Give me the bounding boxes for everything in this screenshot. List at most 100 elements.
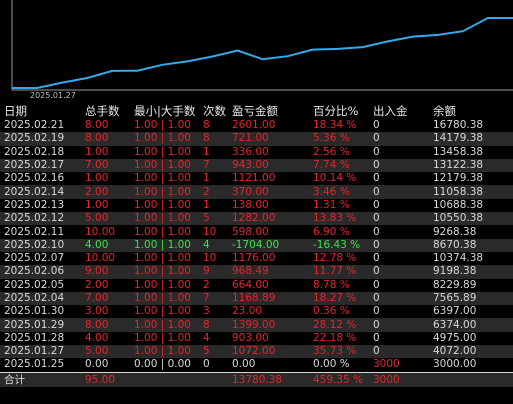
cell-percent: 22.18 % (309, 331, 369, 346)
cell-balance: 3000.00 (429, 358, 513, 373)
cell-min-max-lots: 1.00 | 1.00 (130, 225, 199, 239)
cell-count: 9 (199, 265, 228, 279)
cell-deposit-withdraw: 0 (369, 305, 429, 319)
table-header-row: 日期 总手数 最小|大手数 次数 盈亏金额 百分比% 出入金 余额 (0, 104, 513, 119)
cell-total-lots: 5.00 (81, 212, 130, 226)
cell-pnl: 903.00 (228, 331, 309, 346)
cell-percent: 35.73 % (309, 345, 369, 359)
cell-min-max-lots: 1.00 | 1.00 (130, 265, 199, 279)
cell-date: 2025.01.29 (0, 318, 81, 332)
cell-min-max-lots: 1.00 | 1.00 (130, 185, 199, 199)
cell-pnl: -1704.00 (228, 238, 309, 252)
cell-min-max-lots: 1.00 | 1.00 (130, 318, 199, 332)
cell-balance: 16780.38 (429, 119, 513, 133)
table-row[interactable]: 2025.01.27 5.00 1.00 | 1.00 5 1072.00 35.73 %… (0, 345, 513, 359)
cell-balance: 13122.38 (429, 158, 513, 173)
cell-date: 2025.02.12 (0, 212, 81, 226)
cell-count: 8 (199, 132, 228, 146)
cell-pnl: 664.00 (228, 278, 309, 292)
cell-deposit-withdraw: 0 (369, 331, 429, 346)
cell-total-lots: 1.00 (81, 172, 130, 186)
table-row[interactable]: 2025.02.06 9.00 1.00 | 1.00 9 968.49 11.77 % 0… (0, 265, 513, 279)
cell-min-max-lots: 1.00 | 1.00 (130, 305, 199, 319)
cell-date: 2025.01.28 (0, 331, 81, 346)
table-row[interactable]: 2025.02.05 2.00 1.00 | 1.00 2 664.00 8.78 % 0 8… (0, 278, 513, 292)
cell-count: 10 (199, 251, 228, 266)
cell-percent: -16.43 % (309, 238, 369, 252)
table-row[interactable]: 2025.02.04 7.00 1.00 | 1.00 7 1168.89 18.27 %… (0, 291, 513, 306)
cell-balance: 10550.38 (429, 212, 513, 226)
cell-pnl: 1399.00 (228, 318, 309, 332)
header-total-lots[interactable]: 总手数 (85, 104, 120, 118)
table-row[interactable]: 2025.01.28 4.00 1.00 | 1.00 4 903.00 22.18 % 0… (0, 331, 513, 346)
cell-min-max-lots: 1.00 | 1.00 (130, 172, 199, 186)
header-pnl[interactable]: 盈亏金额 (232, 104, 278, 118)
cell-count: 8 (199, 119, 228, 133)
cell-percent: 2.56 % (309, 145, 369, 159)
table-total-row: 合计 95.00 13780.38 459.35 % 3000 (0, 371, 513, 387)
table-row[interactable]: 2025.02.16 1.00 1.00 | 1.00 1 1121.00 10.14 %… (0, 172, 513, 186)
cell-count: 3 (199, 305, 228, 319)
cell-pnl: 1168.89 (228, 291, 309, 306)
cell-date: 2025.01.27 (0, 345, 81, 359)
cell-date: 2025.02.05 (0, 278, 81, 292)
header-balance[interactable]: 余额 (433, 104, 456, 118)
table-row[interactable]: 2025.02.07 10.00 1.00 | 1.00 10 1176.00 12.78… (0, 251, 513, 266)
cell-percent: 0.36 % (309, 305, 369, 319)
table-row[interactable]: 2025.02.19 8.00 1.00 | 1.00 8 721.00 5.36 % 0 1… (0, 132, 513, 146)
total-empty-2 (199, 371, 228, 387)
total-label: 合计 (0, 371, 81, 387)
cell-pnl: 1176.00 (228, 251, 309, 266)
header-min-max-lots[interactable]: 最小|大手数 (134, 104, 196, 118)
cell-balance: 4072.00 (429, 345, 513, 359)
cell-balance: 9198.38 (429, 265, 513, 279)
table-row[interactable]: 2025.01.30 3.00 1.00 | 1.00 3 23.00 0.36 % 0 63… (0, 305, 513, 319)
cell-min-max-lots: 1.00 | 1.00 (130, 158, 199, 173)
header-count[interactable]: 次数 (203, 104, 226, 118)
cell-count: 4 (199, 238, 228, 252)
table-row[interactable]: 2025.02.18 1.00 1.00 | 1.00 1 336.00 2.56 % 0 1… (0, 145, 513, 159)
cell-total-lots: 8.00 (81, 119, 130, 133)
header-deposit-withdraw[interactable]: 出入金 (373, 104, 408, 118)
cell-balance: 13458.38 (429, 145, 513, 159)
cell-pnl: 721.00 (228, 132, 309, 146)
table-row[interactable]: 2025.02.17 7.00 1.00 | 1.00 7 943.00 7.74 % 0 1… (0, 158, 513, 173)
header-date[interactable]: 日期 (4, 104, 27, 118)
cell-pnl: 370.00 (228, 185, 309, 199)
cell-total-lots: 2.00 (81, 278, 130, 292)
cell-deposit-withdraw: 0 (369, 132, 429, 146)
cell-balance: 10374.38 (429, 251, 513, 266)
table-row[interactable]: 2025.02.11 10.00 1.00 | 1.00 10 598.00 6.90 %… (0, 225, 513, 239)
daily-report-table: 日期 总手数 最小|大手数 次数 盈亏金额 百分比% 出入金 余额 2025.0… (0, 104, 513, 387)
table-row[interactable]: 2025.01.29 8.00 1.00 | 1.00 8 1399.00 28.12 %… (0, 318, 513, 332)
cell-balance: 8670.38 (429, 238, 513, 252)
cell-date: 2025.02.04 (0, 291, 81, 306)
table-row[interactable]: 2025.02.14 2.00 1.00 | 1.00 2 370.00 3.46 % 0 1… (0, 185, 513, 199)
cell-min-max-lots: 1.00 | 1.00 (130, 212, 199, 226)
cell-min-max-lots: 1.00 | 1.00 (130, 198, 199, 213)
cell-total-lots: 10.00 (81, 251, 130, 266)
cell-percent: 8.78 % (309, 278, 369, 292)
chart-date-label: 2025.01.27 (30, 91, 76, 100)
cell-pnl: 2601.00 (228, 119, 309, 133)
cell-deposit-withdraw: 0 (369, 145, 429, 159)
table-row[interactable]: 2025.02.13 1.00 1.00 | 1.00 1 138.00 1.31 % 0 1… (0, 198, 513, 213)
table-row[interactable]: 2025.02.12 5.00 1.00 | 1.00 5 1282.00 13.83 %… (0, 212, 513, 226)
cell-total-lots: 7.00 (81, 291, 130, 306)
cell-deposit-withdraw: 0 (369, 172, 429, 186)
table-row[interactable]: 2025.02.10 4.00 1.00 | 1.00 4 -1704.00 -16.43… (0, 238, 513, 252)
total-lots: 95.00 (81, 371, 130, 387)
cell-percent: 18.27 % (309, 291, 369, 306)
cell-count: 1 (199, 198, 228, 213)
cell-deposit-withdraw: 0 (369, 238, 429, 252)
cell-percent: 1.31 % (309, 198, 369, 213)
table-row[interactable]: 2025.02.21 8.00 1.00 | 1.00 8 2601.00 18.34 %… (0, 119, 513, 133)
cell-count: 4 (199, 331, 228, 346)
total-deposit-withdraw: 3000 (369, 371, 429, 387)
cell-balance: 6374.00 (429, 318, 513, 332)
table-row[interactable]: 2025.01.25 0.00 0.00 | 0.00 0 0.00 0.00 % 3000… (0, 358, 513, 373)
cell-date: 2025.01.30 (0, 305, 81, 319)
cell-date: 2025.02.14 (0, 185, 81, 199)
header-percent[interactable]: 百分比% (313, 104, 359, 118)
cell-total-lots: 1.00 (81, 198, 130, 213)
